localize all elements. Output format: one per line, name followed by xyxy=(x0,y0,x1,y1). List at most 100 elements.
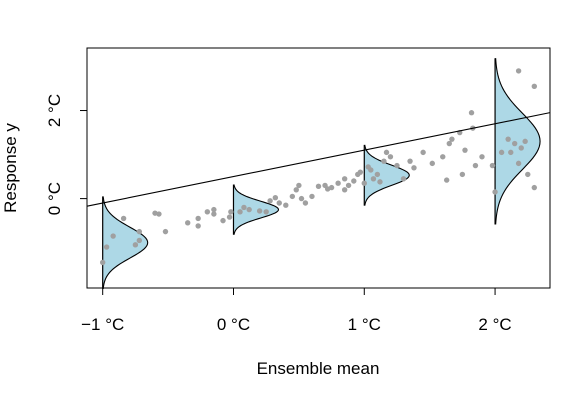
data-point xyxy=(368,167,374,173)
x-tick-label: 2 °C xyxy=(478,315,511,334)
x-tick-label: −1 °C xyxy=(81,315,124,334)
data-point xyxy=(420,149,426,156)
data-point xyxy=(315,183,322,189)
data-point xyxy=(226,214,233,220)
data-point xyxy=(531,83,538,90)
data-point xyxy=(462,147,468,153)
data-point xyxy=(283,202,289,208)
density-curve-2 xyxy=(364,144,410,206)
data-point xyxy=(383,149,390,156)
data-point xyxy=(411,165,417,171)
data-point xyxy=(195,215,201,222)
data-point xyxy=(479,154,485,160)
data-point xyxy=(289,193,296,200)
data-point xyxy=(381,158,387,164)
density-curve-3 xyxy=(495,58,541,225)
regression-line xyxy=(86,112,551,207)
data-point xyxy=(341,176,348,182)
data-point xyxy=(296,182,302,189)
data-point xyxy=(508,149,514,156)
data-point xyxy=(246,206,252,213)
data-point xyxy=(185,220,191,226)
data-point xyxy=(302,200,309,206)
data-point xyxy=(394,162,400,169)
data-point xyxy=(525,171,531,178)
data-point xyxy=(220,217,226,224)
data-point xyxy=(387,154,394,160)
data-point xyxy=(99,259,106,266)
density-curve-1 xyxy=(233,184,280,235)
data-point xyxy=(272,195,279,201)
y-axis-title: Response y xyxy=(1,123,20,213)
data-point xyxy=(449,136,455,142)
data-point xyxy=(370,176,377,182)
data-point xyxy=(407,158,413,164)
y-tick-label: 0 °C xyxy=(45,182,64,215)
data-point xyxy=(518,145,524,151)
y-tick-label: 2 °C xyxy=(45,94,64,127)
data-point xyxy=(211,211,217,217)
data-point xyxy=(440,154,446,160)
data-point xyxy=(328,184,335,191)
data-point xyxy=(345,182,352,189)
x-tick-label: 1 °C xyxy=(348,315,381,334)
data-point xyxy=(120,215,127,222)
data-point xyxy=(162,228,169,235)
data-point xyxy=(468,110,475,116)
data-point xyxy=(351,178,357,184)
regression-line-layer xyxy=(86,112,551,207)
density-curve-0 xyxy=(102,196,149,289)
data-point xyxy=(400,176,407,182)
data-point xyxy=(374,171,381,178)
data-point xyxy=(357,169,364,175)
x-axis-title: Ensemble mean xyxy=(257,359,380,378)
data-point xyxy=(211,206,217,213)
data-point xyxy=(276,200,282,206)
data-point xyxy=(263,209,269,215)
data-point xyxy=(531,184,538,191)
data-point xyxy=(136,228,143,235)
data-point xyxy=(515,68,522,74)
data-point xyxy=(446,140,452,147)
data-point xyxy=(309,193,315,200)
data-point xyxy=(377,179,383,185)
data-point xyxy=(256,208,263,214)
data-point xyxy=(459,171,466,178)
points-layer xyxy=(99,68,538,266)
y-axis: 0 °C 2 °C xyxy=(45,94,88,215)
data-point xyxy=(472,162,479,169)
densities-layer xyxy=(102,58,541,289)
density-fill-0 xyxy=(102,196,148,289)
data-point xyxy=(156,211,162,217)
data-point xyxy=(522,138,528,145)
data-point xyxy=(293,187,299,193)
density-fill-1 xyxy=(233,184,279,235)
data-point xyxy=(335,180,341,186)
data-point xyxy=(195,223,201,229)
data-point xyxy=(341,187,348,193)
data-point xyxy=(103,244,110,250)
density-fill-2 xyxy=(364,144,410,206)
data-point xyxy=(237,209,243,215)
data-point xyxy=(298,195,305,202)
data-point xyxy=(204,209,211,215)
x-tick-label: 0 °C xyxy=(217,315,250,334)
data-point xyxy=(429,160,435,167)
data-point xyxy=(489,162,496,169)
data-point xyxy=(110,233,116,239)
data-point xyxy=(361,180,367,186)
data-point xyxy=(267,198,273,204)
data-point xyxy=(492,189,498,195)
data-point xyxy=(136,237,143,244)
data-point xyxy=(443,177,450,183)
x-axis: −1 °C 0 °C 1 °C 2 °C xyxy=(81,287,512,334)
data-point xyxy=(241,204,247,211)
density-fill-3 xyxy=(495,58,541,225)
data-point xyxy=(505,136,511,142)
data-point xyxy=(511,140,518,147)
data-point xyxy=(228,209,234,215)
data-point xyxy=(132,242,139,248)
data-point xyxy=(515,160,522,167)
